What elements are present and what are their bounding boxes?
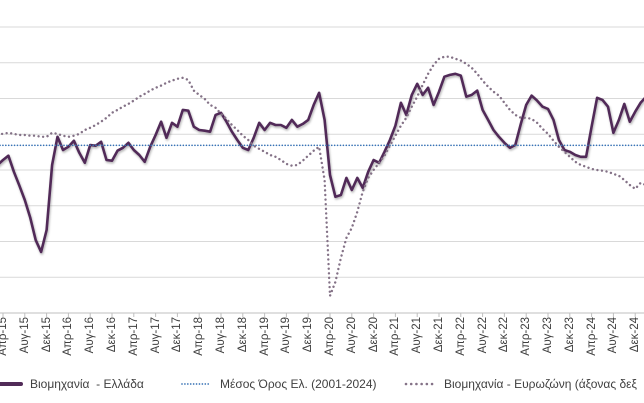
x-tick-label: Αυγ-15 [18,317,31,354]
x-tick-label: Απρ-16 [62,317,75,356]
x-tick-label: Δεκ-23 [563,317,576,353]
legend-item-1: Μέσος Όρος Ελ. (2001-2024) [180,375,377,393]
legend-swatch-2 [404,382,437,386]
x-tick-label: Απρ-20 [324,317,336,356]
x-tick-label: Απρ-22 [454,317,467,356]
x-tick-label: Απρ-24 [585,317,598,356]
legend-label-2: Βιομηχανία - Ευρωζώνη (άξονας δεξ [444,377,637,391]
x-tick-label: Απρ-18 [193,317,206,356]
x-tick-label: Δεκ-19 [302,317,315,353]
x-tick-label: Απρ-23 [520,317,533,356]
x-tick-label: Αυγ-18 [215,317,227,354]
x-tick-label: Αυγ-16 [84,317,97,354]
x-tick-label: Αυγ-19 [280,317,293,354]
series-2 [0,55,644,297]
x-tick-label: Δεκ-20 [367,317,380,353]
x-tick-label: Απρ-17 [127,317,140,356]
x-tick-label: Δεκ-15 [40,317,53,353]
x-tick-label: Δεκ-17 [171,317,184,353]
legend-item-0: Βιομηχανία - Ελλάδα [0,375,144,393]
legend-swatch-1 [181,383,212,385]
x-tick-label: Αυγ-23 [542,317,554,354]
x-tick-label: Δεκ-16 [106,317,118,353]
x-tick-label: Δεκ-24 [629,317,642,353]
x-tick-label: Απρ-19 [258,317,271,356]
legend: Βιομηχανία - Ελλάδα Μέσος Όρος Ελ. (2001-… [0,372,644,400]
series-0 [0,72,644,254]
legend-label-1: Μέσος Όρος Ελ. (2001-2024) [220,377,377,391]
x-tick-label: Δεκ-22 [498,317,511,353]
legend-label-0: Βιομηχανία - Ελλάδα [30,377,144,391]
x-axis [0,312,644,317]
x-tick-label: Αυγ-22 [476,317,489,354]
legend-swatch-0 [0,382,23,386]
x-tick-label: Αυγ-24 [607,317,620,354]
x-tick-label: Δεκ-21 [433,317,445,353]
legend-item-2: Βιομηχανία - Ευρωζώνη (άξονας δεξ [404,375,637,393]
gridlines [0,26,644,278]
x-tick-label: Αυγ-20 [345,317,358,354]
x-tick-label: Αυγ-21 [411,317,424,354]
x-tick-label: Απρ-21 [389,317,402,356]
x-tick-label: Απρ-15 [0,317,9,356]
x-tick-label: Δεκ-18 [236,317,249,353]
x-tick-label: Αυγ-17 [149,317,162,354]
